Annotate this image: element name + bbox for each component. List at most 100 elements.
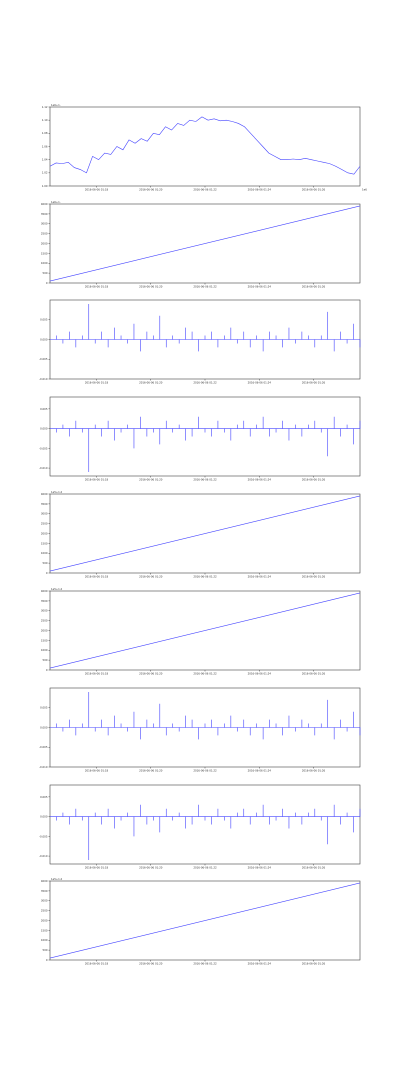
x-tick-label: 2016-06-06 01:22: [193, 575, 217, 579]
y-tick-label: 1000: [41, 938, 48, 942]
y-tick-label: -0.010: [39, 854, 48, 858]
corner-label: 1e6+1.: [51, 103, 61, 107]
x-tick-label: 2016-06-06 01:26: [302, 575, 326, 579]
y-tick-label: 0.000: [40, 337, 48, 341]
series-line: [50, 804, 361, 861]
corner-label: 1e6+1.: [51, 200, 61, 204]
x-tick-label: 2016-06-06 01:22: [193, 285, 217, 289]
y-tick-label: 1.02: [42, 171, 48, 175]
y-tick-label: 2500: [41, 522, 48, 526]
corner-label: 1e5+1.2: [51, 490, 63, 494]
y-tick-label: 3000: [41, 512, 48, 516]
y-tick-label: 4000: [41, 879, 48, 883]
y-tick-label: -0.010: [39, 377, 48, 381]
series-line: [50, 416, 361, 473]
y-tick-label: 0.000: [40, 725, 48, 729]
x-tick-label: 2016-06-06 01:22: [193, 769, 217, 773]
chart-panel-2: 1e6+1. 0 500 1000 1500 2000 2500 3000 3500 4000 20…: [41, 200, 361, 289]
y-tick-label: 0.000: [40, 815, 48, 819]
chart-panel-1: 1e6+1. 1.00 1.02 1.04 1.06 1.08 1.10 1.12 2016-0…: [42, 103, 368, 192]
x-tick-label: 2016-06-06 01:18: [85, 575, 109, 579]
x-tick-label: 2016-06-06 01:24: [248, 188, 272, 192]
plot-area: [49, 784, 361, 865]
y-tick-label: 1500: [41, 928, 48, 932]
x-tick-label: 2016-06-06 01:18: [85, 285, 109, 289]
y-tick-label: 1000: [41, 261, 48, 265]
y-tick-label: 0.005: [40, 706, 48, 710]
y-tick-label: 0: [46, 958, 48, 962]
y-tick-label: 3500: [41, 599, 48, 603]
x-tick-label: 2016-06-06 01:22: [193, 478, 217, 482]
y-tick-label: 3000: [41, 222, 48, 226]
y-tick-label: 2500: [41, 232, 48, 236]
y-tick-label: 1.04: [42, 158, 48, 162]
x-tick-label: 2016-06-06 01:24: [248, 866, 272, 870]
series-line: [49, 116, 361, 175]
x-tick-label: 2016-06-06 01:20: [139, 575, 163, 579]
chart-panel-7: -0.010 -0.005 0.000 0.005 2016-06-06 01:18 20…: [39, 687, 361, 773]
y-tick-label: 1.06: [42, 144, 48, 148]
chart-panel-3: -0.010 -0.005 0.000 0.005 2016-06-06 01:18 20…: [39, 299, 361, 385]
y-tick-label: 2000: [41, 241, 48, 245]
x-tick-label: 2016-06-06 01:20: [139, 285, 163, 289]
y-tick-label: 2000: [41, 531, 48, 535]
y-tick-label: 4000: [41, 492, 48, 496]
series-line: [50, 691, 361, 740]
x-tick-label: 2016-06-06 01:20: [139, 381, 163, 385]
y-tick-label: 2500: [41, 909, 48, 913]
x-tick-label: 2016-06-06 01:24: [248, 285, 272, 289]
y-tick-label: -0.005: [39, 357, 48, 361]
y-tick-label: 3000: [41, 609, 48, 613]
x-tick-label: 2016-06-06 01:22: [193, 381, 217, 385]
y-tick-label: 3500: [41, 212, 48, 216]
x-tick-label: 2016-06-06 01:18: [85, 866, 109, 870]
y-tick-label: 4000: [41, 202, 48, 206]
y-tick-label: 2000: [41, 628, 48, 632]
x-tick-label: 2016-06-06 01:18: [85, 188, 109, 192]
y-tick-label: 4000: [41, 589, 48, 593]
y-tick-label: 1.12: [42, 105, 48, 109]
chart-panel-5: 1e5+1.2 0 500 1000 1500 2000 2500 3000 3500 4000 2…: [41, 490, 361, 579]
y-tick-label: 500: [43, 271, 48, 275]
x-tick-label: 2016-06-06 01:24: [248, 672, 272, 676]
x-tick-label: 2016-06-06 01:24: [248, 769, 272, 773]
y-tick-label: 500: [43, 561, 48, 565]
x-tick-label: 2016-06-06 01:20: [139, 478, 163, 482]
x-tick-label: 2016-06-06 01:18: [85, 381, 109, 385]
chart-panel-4: -0.010 -0.005 0.000 0.005 2016-06-06 01:18 20…: [39, 396, 361, 482]
x-tick-label: 2016-06-06 01:20: [139, 672, 163, 676]
x-tick-label: 2016-06-06 01:26: [302, 672, 326, 676]
x-tick-label: 2016-06-06 01:20: [139, 962, 163, 966]
series-line: [49, 205, 361, 282]
y-tick-label: 3500: [41, 502, 48, 506]
corner-label: 1e5+1.2: [51, 587, 63, 591]
x-tick-label: 2016-06-06 01:18: [85, 962, 109, 966]
y-tick-label: 3000: [41, 899, 48, 903]
y-tick-label: 1.00: [42, 184, 48, 188]
x-tick-label: 2016-06-06 01:20: [139, 188, 163, 192]
x-tick-label: 2016-06-06 01:22: [193, 866, 217, 870]
y-tick-label: 3500: [41, 889, 48, 893]
series-line: [49, 882, 361, 959]
x-tick-label: 2016-06-06 01:24: [248, 962, 272, 966]
x-tick-label: 2016-06-06 01:24: [248, 478, 272, 482]
x-tick-label: 2016-06-06 01:26: [302, 188, 326, 192]
y-tick-label: 2500: [41, 619, 48, 623]
series-line: [50, 303, 361, 352]
x-tick-label: 2016-06-06 01:26: [302, 285, 326, 289]
x-tick-label: 2016-06-06 01:18: [85, 769, 109, 773]
corner-label: 1e5+1.2: [51, 877, 63, 881]
y-tick-label: 0.000: [40, 427, 48, 431]
x-tick-label: 2016-06-06 01:20: [139, 866, 163, 870]
series-line: [49, 495, 361, 572]
y-tick-label: 0.005: [40, 795, 48, 799]
chart-panel-6: 1e5+1.2 0 500 1000 1500 2000 2500 3000 3500 4000 2…: [41, 587, 361, 676]
x-offset-label: 1e6: [362, 188, 367, 192]
x-tick-label: 2016-06-06 01:26: [302, 769, 326, 773]
y-tick-label: 0.005: [40, 318, 48, 322]
y-tick-label: -0.005: [39, 745, 48, 749]
x-tick-label: 2016-06-06 01:24: [248, 381, 272, 385]
plot-area: [49, 396, 361, 477]
y-tick-label: -0.005: [39, 446, 48, 450]
x-tick-label: 2016-06-06 01:18: [85, 478, 109, 482]
